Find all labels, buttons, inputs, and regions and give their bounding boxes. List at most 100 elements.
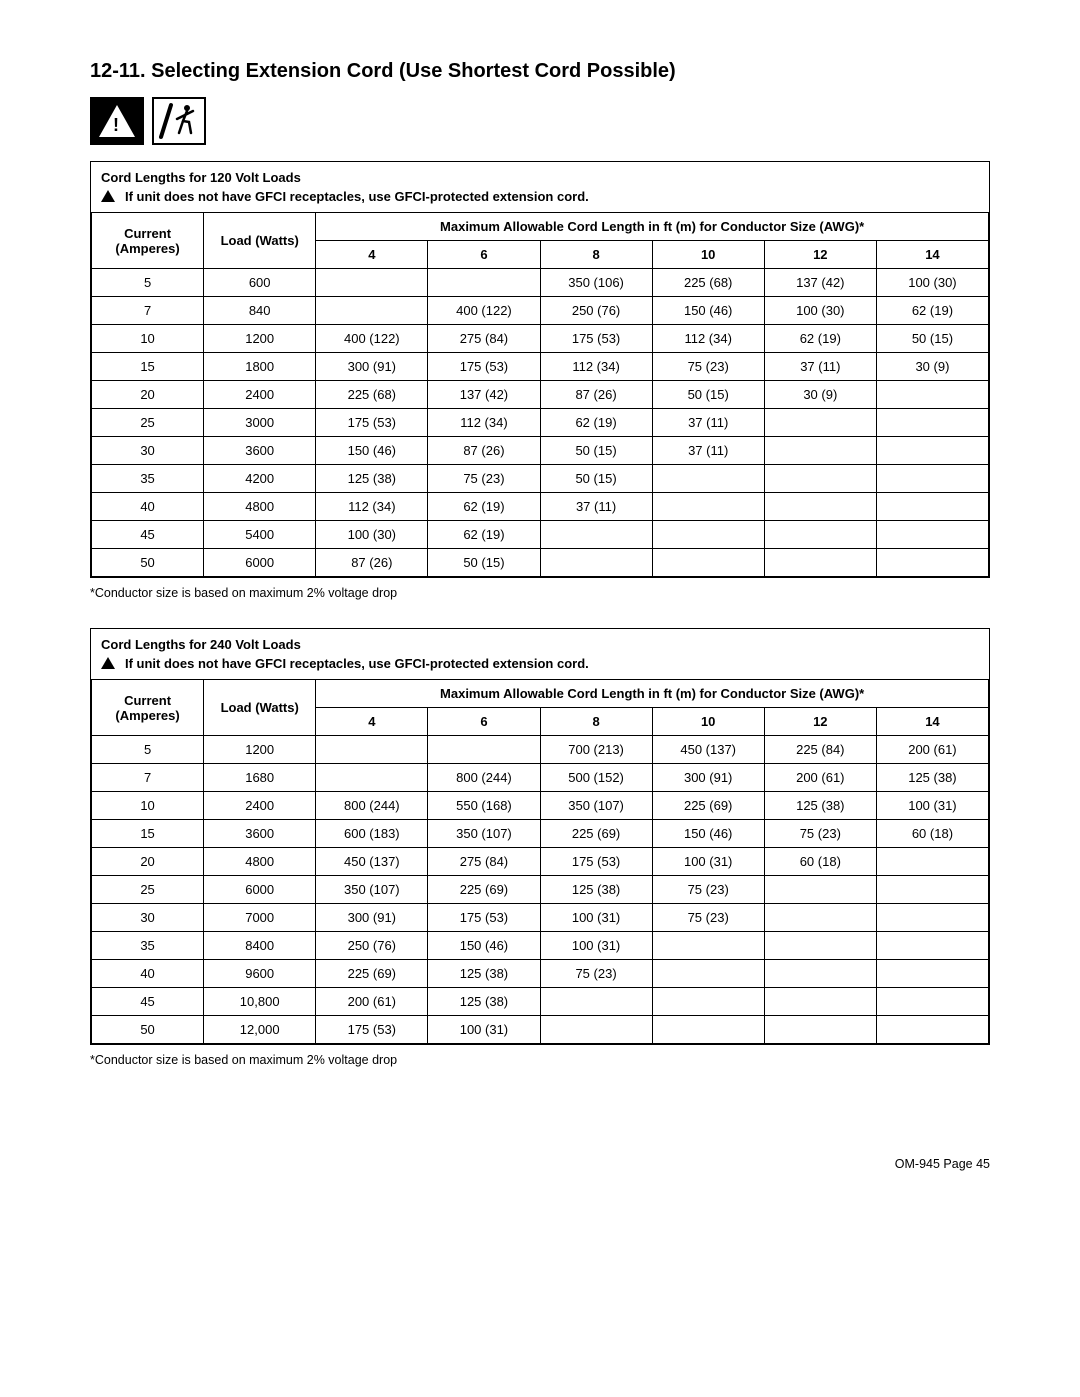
page-title: 12-11. Selecting Extension Cord (Use Sho… [90, 60, 990, 83]
cell-c4: 600 (183) [316, 820, 428, 848]
cell-c4: 800 (244) [316, 792, 428, 820]
cell-c10 [652, 465, 764, 493]
cell-c10: 150 (46) [652, 297, 764, 325]
cell-c14 [876, 848, 988, 876]
cell-c10 [652, 960, 764, 988]
table-row: 358400250 (76)150 (46)100 (31) [92, 932, 989, 960]
cell-c14 [876, 521, 988, 549]
cell-c6 [428, 736, 540, 764]
cell-c6: 400 (122) [428, 297, 540, 325]
col-awg14: 14 [876, 708, 988, 736]
cell-c4 [316, 297, 428, 325]
cell-c14: 60 (18) [876, 820, 988, 848]
cell-c14: 100 (31) [876, 792, 988, 820]
cell-c6: 100 (31) [428, 1016, 540, 1044]
cell-amp: 10 [92, 792, 204, 820]
table-row: 409600225 (69)125 (38)75 (23) [92, 960, 989, 988]
table-row: 71680800 (244)500 (152)300 (91)200 (61)1… [92, 764, 989, 792]
cell-c4: 112 (34) [316, 493, 428, 521]
warning-triangle-icon [101, 657, 115, 669]
cell-c14: 62 (19) [876, 297, 988, 325]
cell-watt: 2400 [204, 381, 316, 409]
col-awg8: 8 [540, 708, 652, 736]
table-row: 153600600 (183)350 (107)225 (69)150 (46)… [92, 820, 989, 848]
cell-c6: 275 (84) [428, 848, 540, 876]
cell-c6: 125 (38) [428, 960, 540, 988]
cell-amp: 50 [92, 1016, 204, 1044]
cell-c6: 225 (69) [428, 876, 540, 904]
table-240v-container: Cord Lengths for 240 Volt Loads If unit … [90, 628, 990, 1045]
table-row: 102400800 (244)550 (168)350 (107)225 (69… [92, 792, 989, 820]
cell-watt: 12,000 [204, 1016, 316, 1044]
cell-c6: 62 (19) [428, 493, 540, 521]
cell-c8: 62 (19) [540, 409, 652, 437]
cell-amp: 25 [92, 876, 204, 904]
cell-amp: 7 [92, 297, 204, 325]
cell-c6: 175 (53) [428, 353, 540, 381]
cell-c12 [764, 521, 876, 549]
cell-watt: 4800 [204, 848, 316, 876]
table-row: 7840400 (122)250 (76)150 (46)100 (30)62 … [92, 297, 989, 325]
cell-c8: 250 (76) [540, 297, 652, 325]
cell-c8: 100 (31) [540, 904, 652, 932]
cell-c12: 200 (61) [764, 764, 876, 792]
cell-amp: 45 [92, 521, 204, 549]
col-awg10: 10 [652, 708, 764, 736]
cell-c4: 175 (53) [316, 409, 428, 437]
cell-c4: 87 (26) [316, 549, 428, 577]
cell-c10 [652, 549, 764, 577]
cell-c4: 225 (69) [316, 960, 428, 988]
cell-c12: 137 (42) [764, 269, 876, 297]
warning-icon [90, 97, 144, 145]
table-120v-gfci-note: If unit does not have GFCI receptacles, … [91, 187, 989, 212]
cell-c10: 37 (11) [652, 409, 764, 437]
table-240v: Current (Amperes) Load (Watts) Maximum A… [91, 679, 989, 1044]
cell-c14 [876, 381, 988, 409]
cell-c6: 275 (84) [428, 325, 540, 353]
cell-c6: 175 (53) [428, 904, 540, 932]
cell-amp: 30 [92, 904, 204, 932]
cell-c12 [764, 904, 876, 932]
cell-c6 [428, 269, 540, 297]
cell-c10 [652, 1016, 764, 1044]
table-row: 303600150 (46)87 (26)50 (15)37 (11) [92, 437, 989, 465]
moving-parts-icon [152, 97, 206, 145]
cell-watt: 3600 [204, 437, 316, 465]
cell-c8 [540, 1016, 652, 1044]
cell-c12 [764, 549, 876, 577]
cell-c12: 60 (18) [764, 848, 876, 876]
cell-c4: 450 (137) [316, 848, 428, 876]
cell-c14 [876, 465, 988, 493]
table-240v-caption: Cord Lengths for 240 Volt Loads [91, 629, 989, 654]
cell-c8: 50 (15) [540, 465, 652, 493]
col-load: Load (Watts) [204, 680, 316, 736]
cell-amp: 40 [92, 960, 204, 988]
table-row: 202400225 (68)137 (42)87 (26)50 (15)30 (… [92, 381, 989, 409]
footnote-120: *Conductor size is based on maximum 2% v… [90, 586, 990, 600]
footnote-240: *Conductor size is based on maximum 2% v… [90, 1053, 990, 1067]
cell-c12 [764, 465, 876, 493]
cell-amp: 20 [92, 381, 204, 409]
cell-watt: 600 [204, 269, 316, 297]
col-current-line1: Current [96, 226, 199, 241]
cell-c14: 30 (9) [876, 353, 988, 381]
table-row: 151800300 (91)175 (53)112 (34)75 (23)37 … [92, 353, 989, 381]
cell-c14 [876, 876, 988, 904]
cell-c6: 62 (19) [428, 521, 540, 549]
cell-amp: 15 [92, 820, 204, 848]
cell-c10: 75 (23) [652, 353, 764, 381]
table-row: 4510,800200 (61)125 (38) [92, 988, 989, 1016]
cell-watt: 3600 [204, 820, 316, 848]
cell-c4: 350 (107) [316, 876, 428, 904]
cell-c12: 37 (11) [764, 353, 876, 381]
cell-watt: 1680 [204, 764, 316, 792]
cell-c8: 112 (34) [540, 353, 652, 381]
table-row: 50600087 (26)50 (15) [92, 549, 989, 577]
cell-c6: 800 (244) [428, 764, 540, 792]
cell-c4 [316, 764, 428, 792]
cell-c4: 150 (46) [316, 437, 428, 465]
cell-c8 [540, 549, 652, 577]
cell-c10: 50 (15) [652, 381, 764, 409]
cell-amp: 10 [92, 325, 204, 353]
cell-c12: 30 (9) [764, 381, 876, 409]
